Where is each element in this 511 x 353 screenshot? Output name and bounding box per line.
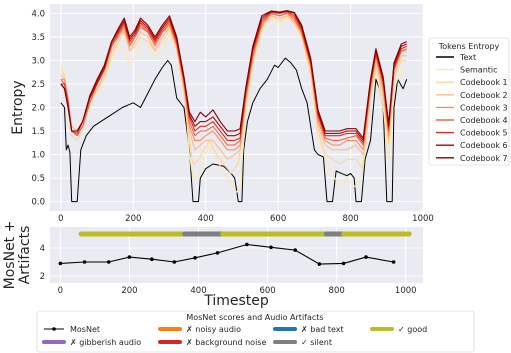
entropy-y-tick-label: 0.5 (31, 174, 45, 184)
tokens-entropy-legend-title: Tokens Entropy (438, 42, 500, 51)
entropy-x-tick-label: 600 (270, 214, 286, 224)
mosnet-x-tick-label: 200 (121, 286, 137, 296)
legend-label-gibberish-audio: ✗ gibberish audio (70, 338, 141, 347)
series-line-codebook-5 (60, 10, 407, 144)
mosnet-series (58, 242, 396, 266)
mosnet-point (215, 251, 220, 255)
mosnet-x-ticks: 0 200 400 600 800 1000 (58, 286, 417, 296)
mosnet-point (391, 260, 396, 264)
mosnet-point (341, 261, 346, 266)
legend-label-text: Text (459, 53, 476, 62)
mosnet-point (193, 255, 197, 260)
mosnet-point (317, 262, 322, 266)
mosnet-x-tick-label: 600 (259, 286, 275, 296)
legend-label-codebook-3: Codebook 3 (460, 103, 508, 112)
legend-label-noisy-audio: ✗ noisy audio (186, 325, 241, 334)
entropy-y-ticks: 0.0 0.5 1.0 1.5 2.0 2.5 3.0 3.5 4.0 (31, 9, 45, 207)
entropy-y-tick-label: 1.0 (31, 151, 45, 161)
entropy-panel: 0 200 400 600 800 1000 0.0 0.5 1.0 1.5 2.0 2.5 3.0 3… (10, 4, 434, 224)
legend-label-mosnet: MosNet (70, 325, 100, 334)
entropy-series-lines (60, 10, 408, 203)
entropy-y-tick-label: 1.5 (31, 127, 45, 137)
mosnet-point (269, 245, 273, 250)
artifacts-legend-frame (36, 310, 475, 353)
mosnet-y-ticks: 24 (40, 244, 45, 282)
mosnet-point (245, 242, 249, 247)
mosnet-x-tick-label: 0 (58, 286, 63, 296)
legend-label-codebook-2: Codebook 2 (460, 91, 508, 100)
mosnet-y-axis-label-line2: Artifacts (17, 226, 33, 285)
entropy-y-tick-label: 3.0 (31, 56, 45, 66)
mosnet-point (150, 257, 154, 262)
artifacts-legend-items: MosNet ✗ noisy audio ✗ bad text ✓ good ✗ gib… (42, 325, 427, 347)
legend-label-codebook-7: Codebook 7 (460, 154, 508, 163)
mosnet-x-tick-label: 400 (190, 286, 206, 296)
mosnet-x-tick-label: 1000 (395, 286, 417, 296)
artifacts-legend-title: MosNet scores and Audio Artifacts (186, 313, 323, 322)
mosnet-point (172, 260, 177, 264)
legend-label-semantic: Semantic (460, 66, 498, 75)
entropy-grid (50, 4, 424, 211)
entropy-y-tick-label: 0.0 (31, 198, 45, 208)
legend-label-good: ✓ good (398, 325, 427, 334)
mosnet-point (364, 255, 368, 259)
mosnet-y-axis-label-line1: MosNet + (2, 221, 18, 290)
series-line-codebook-7 (60, 10, 407, 139)
mosnet-point (293, 248, 298, 252)
entropy-x-ticks: 0 200 400 600 800 1000 (58, 214, 434, 224)
series-line-codebook-1 (60, 15, 407, 174)
mosnet-point (127, 255, 132, 259)
legend-label-codebook-4: Codebook 4 (460, 116, 508, 125)
series-line-text (60, 57, 408, 203)
legend-marker-mosnet (52, 327, 56, 331)
tokens-entropy-legend: Tokens Entropy Text Semantic Codebook 1 Cod… (428, 37, 510, 166)
mosnet-x-tick-label: 800 (329, 286, 345, 296)
entropy-y-tick-label: 3.5 (31, 33, 45, 43)
entropy-x-tick-label: 200 (125, 214, 141, 224)
mosnet-panel: 0 200 400 600 800 1000 24 MosNet + Artifacts … (2, 221, 423, 309)
mosnet-point (58, 261, 63, 266)
mosnet-x-axis-label: Timestep (203, 293, 269, 309)
mosnet-point (82, 260, 87, 264)
entropy-x-tick-label: 1000 (412, 214, 434, 224)
legend-label-codebook-5: Codebook 5 (460, 129, 508, 138)
mosnet-y-tick-label: 4 (40, 244, 45, 254)
entropy-y-tick-label: 4.0 (31, 9, 45, 19)
entropy-x-tick-label: 0 (58, 214, 63, 224)
artifacts-legend: MosNet scores and Audio Artifacts MosNet… (36, 310, 475, 353)
tokens-entropy-legend-items: Text Semantic Codebook 1 Codebook 2 Codebook… (436, 53, 508, 163)
series-line-codebook-2 (60, 15, 407, 160)
entropy-y-tick-label: 2.0 (31, 104, 45, 114)
entropy-y-axis-label: Entropy (10, 80, 26, 134)
mosnet-point (106, 260, 111, 264)
legend-label-codebook-6: Codebook 6 (460, 141, 508, 150)
legend-label-bad-text: ✗ bad text (301, 325, 344, 334)
legend-label-codebook-1: Codebook 1 (460, 78, 508, 87)
entropy-x-tick-label: 400 (198, 214, 214, 224)
mosnet-y-tick-label: 2 (40, 272, 45, 282)
legend-label-background-noise: ✗ background noise (186, 338, 266, 347)
series-line-semantic (60, 17, 407, 193)
entropy-x-tick-label: 800 (342, 214, 358, 224)
legend-label-silent: ✓ silent (301, 338, 332, 347)
entropy-y-tick-label: 2.5 (31, 80, 45, 90)
